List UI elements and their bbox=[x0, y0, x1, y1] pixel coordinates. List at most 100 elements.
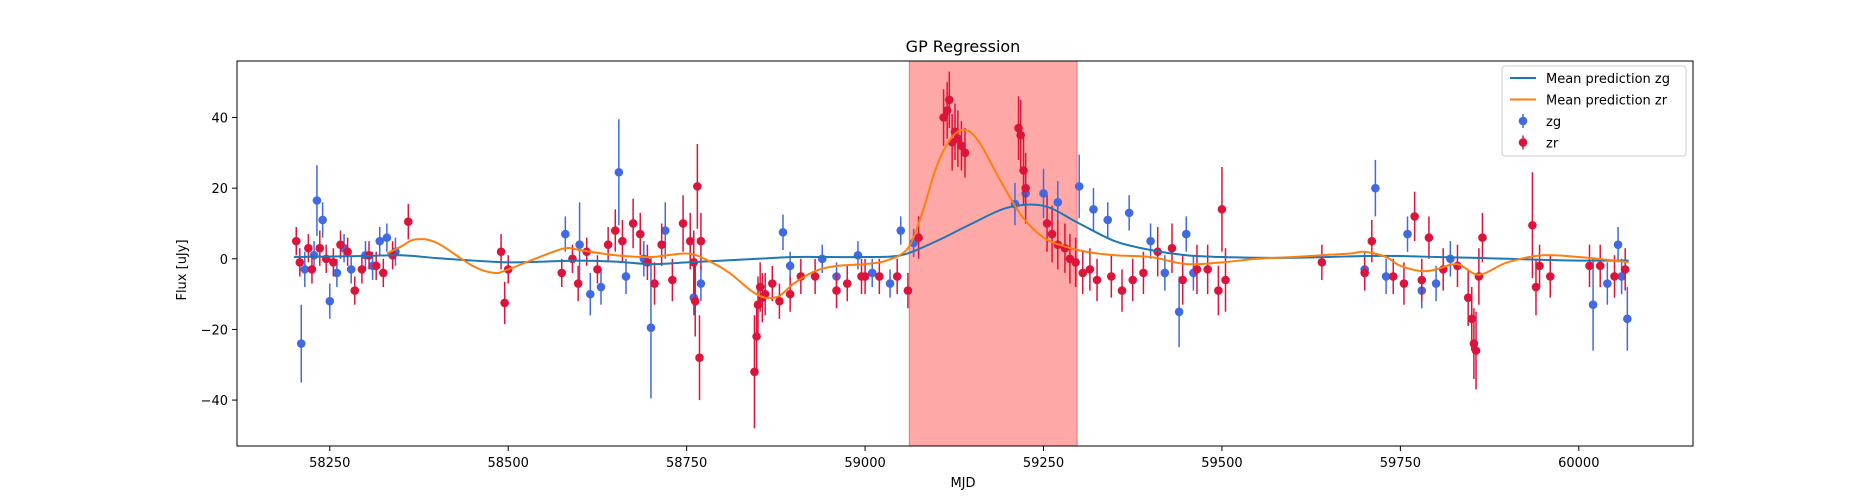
zr-point bbox=[618, 236, 627, 246]
zr-point bbox=[336, 240, 345, 249]
zr-point bbox=[343, 247, 352, 257]
zr-point bbox=[1528, 220, 1537, 230]
y-tick-label: 0 bbox=[220, 253, 228, 268]
series-zg bbox=[296, 119, 1632, 399]
zr-point bbox=[1360, 268, 1369, 278]
zr-point bbox=[903, 286, 913, 295]
zr-point bbox=[1128, 275, 1138, 285]
zr-point bbox=[573, 279, 583, 288]
legend-label: zg bbox=[1546, 115, 1561, 130]
zr-point bbox=[842, 279, 852, 288]
zg-point bbox=[1039, 189, 1048, 198]
zg-point bbox=[614, 167, 624, 177]
zg-point bbox=[1403, 229, 1412, 239]
legend: Mean prediction zg Mean prediction zr zg zr bbox=[1501, 65, 1687, 157]
zr-point bbox=[942, 106, 952, 115]
zr-point bbox=[1203, 265, 1212, 274]
legend-label: zr bbox=[1546, 137, 1559, 152]
zr-point bbox=[1085, 265, 1095, 274]
zg-point bbox=[896, 226, 906, 235]
zg-point bbox=[660, 226, 670, 235]
zg-point bbox=[621, 272, 631, 281]
shaded-region bbox=[908, 61, 1078, 446]
y-tick-label: −40 bbox=[201, 394, 228, 409]
y-tick-label: 20 bbox=[211, 182, 228, 197]
zr-point bbox=[1078, 268, 1088, 278]
zg-point bbox=[817, 254, 827, 264]
x-tick-label: 59000 bbox=[844, 456, 885, 471]
zr-point bbox=[1471, 346, 1481, 355]
zg-point bbox=[382, 233, 392, 242]
zr-point bbox=[1021, 183, 1030, 193]
zg-point bbox=[1146, 236, 1155, 246]
zr-point bbox=[1585, 261, 1594, 271]
x-tick-label: 58250 bbox=[309, 456, 350, 471]
zr-point bbox=[1019, 166, 1028, 175]
zr-point bbox=[810, 272, 820, 281]
y-tick-label: −20 bbox=[201, 323, 228, 338]
zr-point bbox=[1139, 268, 1148, 278]
zr-point bbox=[304, 243, 313, 253]
zg-point bbox=[375, 236, 385, 246]
zr-point bbox=[752, 332, 761, 341]
zr-point bbox=[1367, 236, 1377, 246]
zr-point bbox=[610, 226, 620, 235]
zr-point bbox=[696, 236, 706, 246]
zr-point bbox=[693, 182, 702, 191]
zr-point bbox=[775, 296, 784, 306]
zr-point bbox=[557, 268, 567, 278]
zr-point bbox=[957, 141, 966, 151]
zr-point bbox=[939, 113, 948, 122]
zr-point bbox=[678, 219, 688, 228]
zr-point bbox=[1610, 272, 1619, 281]
zr-point bbox=[357, 265, 367, 274]
zg-point bbox=[1160, 268, 1170, 278]
zr-point bbox=[371, 261, 381, 271]
x-tick-label: 59250 bbox=[1023, 456, 1064, 471]
zr-point bbox=[960, 148, 970, 158]
zg-point bbox=[296, 339, 306, 348]
zg-point bbox=[1603, 279, 1612, 288]
zr-point bbox=[1167, 243, 1177, 253]
zg-point bbox=[1181, 229, 1191, 239]
zg-point bbox=[867, 268, 877, 278]
zr-point bbox=[832, 286, 841, 295]
zg-point bbox=[312, 196, 322, 205]
zr-point bbox=[1217, 205, 1227, 214]
zg-point bbox=[785, 261, 795, 271]
zg-point bbox=[1089, 205, 1098, 214]
zg-point bbox=[561, 229, 570, 239]
zr-point bbox=[500, 298, 509, 308]
zg-point bbox=[346, 265, 356, 274]
zg-point bbox=[585, 289, 595, 299]
zr-point bbox=[1178, 275, 1187, 285]
zg-point bbox=[596, 282, 606, 292]
zr-point bbox=[628, 219, 638, 228]
zr-point bbox=[1535, 261, 1544, 271]
zr-point bbox=[1620, 265, 1630, 274]
zr-point bbox=[643, 258, 652, 267]
zr-point bbox=[944, 95, 954, 105]
x-tick-label: 59500 bbox=[1201, 456, 1242, 471]
legend-swatch-zg bbox=[1518, 116, 1528, 126]
zr-point bbox=[1410, 212, 1419, 221]
zr-point bbox=[1463, 293, 1473, 302]
plot-contents bbox=[291, 61, 1632, 446]
zr-point bbox=[1467, 314, 1477, 324]
zr-point bbox=[953, 134, 963, 144]
zr-point bbox=[695, 353, 704, 362]
zr-point bbox=[1478, 233, 1487, 242]
zr-point bbox=[496, 247, 506, 257]
zr-point bbox=[1545, 272, 1555, 281]
zg-point bbox=[332, 268, 342, 278]
zr-point bbox=[875, 272, 884, 281]
x-tick-label: 59750 bbox=[1380, 456, 1421, 471]
line-Mean prediction zr bbox=[386, 128, 1629, 300]
zr-point bbox=[568, 254, 577, 264]
y-axis-label: Flux [uJy] bbox=[175, 239, 190, 300]
zr-point bbox=[1107, 272, 1116, 281]
zr-point bbox=[635, 229, 645, 239]
zg-point bbox=[1124, 208, 1134, 218]
zr-point bbox=[593, 265, 602, 274]
